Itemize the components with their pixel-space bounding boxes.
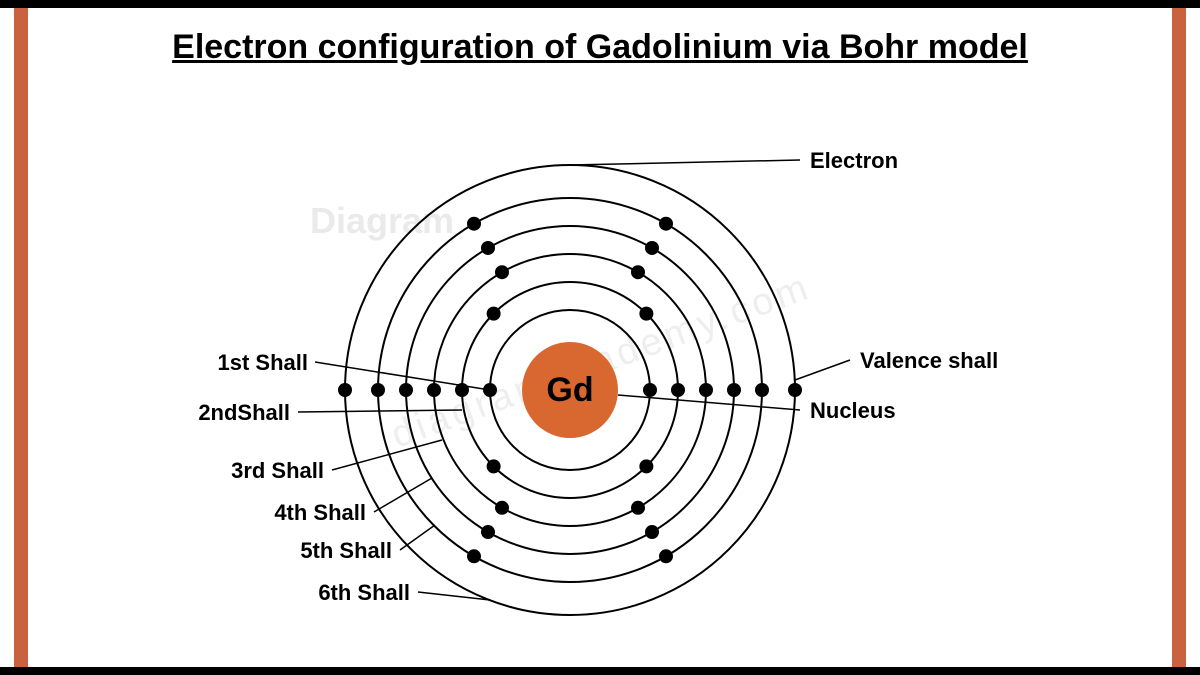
label-shell4: 4th Shall xyxy=(256,500,366,526)
label-electron: Electron xyxy=(810,148,898,174)
bohr-diagram: Gd Electron Valence shall Nucleus 1st Sh… xyxy=(0,100,1200,660)
label-shell1: 1st Shall xyxy=(198,350,308,376)
svg-text:Gd: Gd xyxy=(546,371,593,409)
label-shell2: 2ndShall xyxy=(180,400,290,426)
bohr-svg: Gd xyxy=(0,100,1200,660)
label-valence: Valence shall xyxy=(860,348,998,374)
border-bottom xyxy=(0,667,1200,675)
diagram-frame: Electron configuration of Gadolinium via… xyxy=(0,0,1200,675)
page-title: Electron configuration of Gadolinium via… xyxy=(0,28,1200,67)
label-nucleus: Nucleus xyxy=(810,398,896,424)
border-top xyxy=(0,0,1200,8)
label-shell5: 5th Shall xyxy=(282,538,392,564)
label-shell3: 3rd Shall xyxy=(214,458,324,484)
label-shell6: 6th Shall xyxy=(300,580,410,606)
